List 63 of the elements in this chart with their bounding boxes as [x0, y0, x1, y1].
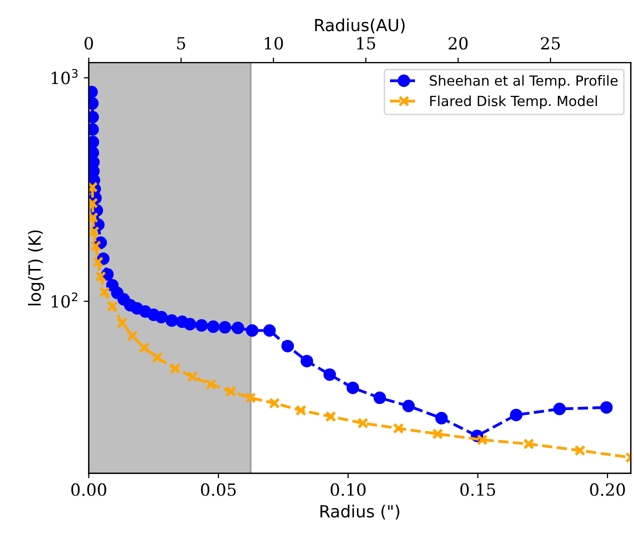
x-tick-label: 0.20 — [590, 483, 625, 496]
point — [323, 368, 336, 381]
y-tick-label: 10$^{3}$ — [52, 68, 78, 84]
point — [92, 256, 104, 268]
point — [88, 212, 98, 224]
x-tick-label: 0.05 — [200, 483, 236, 496]
point — [225, 386, 236, 398]
y-tick-label: 10$^{2}$ — [52, 292, 78, 308]
legend-label: Flared Disk Temp. Model — [430, 95, 597, 109]
point — [281, 340, 294, 352]
y-axis-title: log(T) (K) — [28, 230, 44, 306]
x2-tick-label: 5 — [177, 37, 186, 50]
point — [205, 378, 216, 390]
point — [435, 412, 448, 424]
point — [246, 324, 258, 337]
point — [152, 352, 163, 364]
point — [88, 198, 98, 209]
point — [300, 354, 314, 368]
point — [166, 314, 178, 327]
x2-tick-label: 0 — [84, 37, 93, 50]
point — [600, 401, 613, 414]
point — [155, 310, 168, 324]
x2-tick-label: 20 — [448, 37, 468, 50]
point — [232, 322, 244, 334]
point — [510, 408, 522, 422]
point — [90, 240, 102, 252]
point — [170, 363, 181, 374]
point — [195, 319, 208, 332]
point — [207, 320, 220, 333]
point — [106, 300, 118, 312]
point — [88, 226, 100, 238]
point — [392, 422, 404, 434]
point — [574, 444, 586, 456]
point — [184, 318, 196, 330]
point — [245, 392, 256, 404]
x-tick-label: 0.15 — [460, 483, 496, 496]
point — [346, 382, 360, 394]
point — [99, 286, 110, 298]
point — [432, 428, 444, 440]
point — [138, 342, 150, 354]
point — [95, 271, 106, 282]
point — [186, 371, 198, 382]
point — [126, 330, 138, 342]
x2-tick-label: 10 — [264, 37, 283, 50]
point — [325, 410, 336, 422]
point — [523, 438, 534, 450]
point — [268, 398, 280, 409]
point — [553, 402, 566, 416]
point — [218, 321, 232, 334]
point — [263, 324, 276, 337]
x-axis-title: Radius (") — [320, 504, 400, 520]
x2-tick-label: 15 — [357, 37, 376, 50]
x2-tick-label: 25 — [541, 37, 560, 50]
x-tick-label: 0.00 — [71, 483, 106, 496]
point — [116, 317, 128, 329]
point — [295, 404, 306, 416]
point — [374, 392, 386, 404]
point — [402, 400, 415, 412]
x2-axis-title: Radius(AU) — [315, 18, 405, 34]
point — [357, 418, 368, 429]
legend-label: Sheehan et al Temp. Profile — [430, 75, 618, 88]
x-tick-label: 0.10 — [330, 483, 366, 496]
point — [476, 434, 488, 446]
